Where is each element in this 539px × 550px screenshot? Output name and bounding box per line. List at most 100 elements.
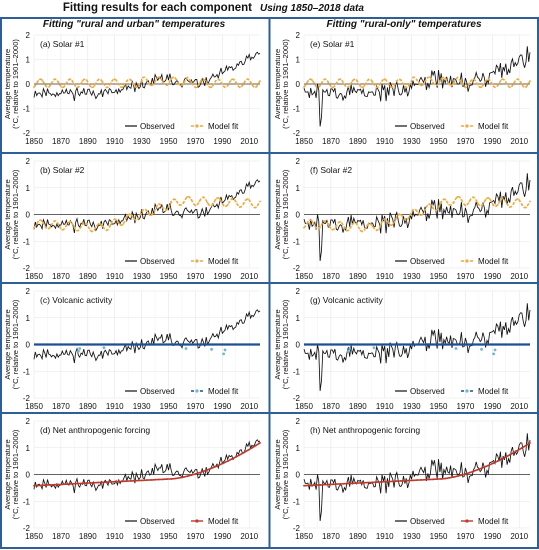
model-fit-point (512, 451, 515, 454)
model-fit-point (246, 449, 249, 452)
x-tick-label: 1990 (483, 532, 501, 541)
model-fit-point (428, 478, 431, 481)
model-fit-point (311, 79, 313, 82)
model-fit-point (234, 200, 237, 203)
legend-model-label: Model fit (478, 257, 509, 266)
model-fit-point (436, 478, 439, 481)
legend-model-label: Model fit (478, 517, 509, 526)
model-fit-point (319, 84, 322, 87)
legend-model-label: Model fit (478, 387, 509, 396)
model-fit-point (117, 222, 120, 225)
y-tick-label: -2 (23, 524, 31, 533)
model-fit-point (315, 226, 318, 229)
model-fit-point (246, 198, 249, 200)
model-fit-point (529, 200, 531, 203)
y-tick-label: 0 (26, 80, 31, 89)
legend-observed-label: Observed (140, 517, 175, 526)
legend-model-marker (465, 519, 469, 523)
model-fit-point (202, 470, 205, 473)
model-fit-point (61, 228, 64, 231)
model-fit-point (363, 228, 366, 231)
x-tick-label: 1990 (213, 137, 231, 146)
x-tick-label: 1950 (430, 402, 448, 411)
x-tick-label: 1910 (106, 532, 124, 541)
model-fit-point (500, 197, 503, 200)
model-fit-point (339, 78, 342, 81)
model-fit-point (251, 83, 253, 86)
model-fit-point (190, 81, 193, 83)
model-fit-point (347, 86, 350, 88)
model-fit-point (65, 483, 68, 486)
model-fit-point (440, 478, 443, 480)
model-fit-point (521, 203, 523, 206)
model-fit-point (525, 444, 527, 447)
x-tick-label: 1970 (187, 532, 205, 541)
y-tick-label: 0 (296, 80, 301, 89)
model-fit-point (210, 467, 213, 470)
model-fit-point (307, 484, 309, 487)
model-fit-point (416, 479, 418, 482)
model-fit-point (403, 479, 406, 482)
model-fit-point (484, 198, 487, 201)
model-fit-point (133, 85, 136, 88)
y-axis-label: Average temperature (3, 439, 12, 509)
y-tick-label: 0 (26, 211, 31, 220)
model-fit-point (359, 229, 362, 232)
y-axis-label: (°C, relative to 1901–2000) (281, 299, 290, 389)
y-tick-label: 1 (296, 314, 301, 323)
model-fit-point (403, 218, 406, 221)
model-fit-point (121, 223, 124, 226)
model-fit-point (101, 81, 104, 83)
model-fit-point (109, 223, 112, 226)
model-fit-point (77, 229, 80, 232)
model-fit-point (472, 470, 475, 473)
model-fit-point (53, 78, 56, 81)
model-fit-point (323, 220, 326, 223)
model-fit-point (307, 220, 309, 223)
model-fit-point (416, 210, 418, 213)
model-fit-point (335, 224, 338, 227)
model-fit-point (395, 480, 398, 483)
model-fit-point (49, 226, 52, 229)
model-fit-point (89, 85, 92, 88)
y-tick-label: 1 (296, 184, 301, 193)
model-fit-point (355, 222, 358, 225)
y-axis-label: (°C, relative to 1901–2000) (281, 39, 290, 129)
model-fit-point (420, 479, 422, 481)
model-fit-point (484, 465, 487, 468)
y-tick-label: -2 (293, 264, 301, 273)
model-fit-point (395, 216, 398, 218)
model-fit-point (158, 203, 161, 205)
model-fit-point (387, 480, 390, 483)
model-fit-point (222, 462, 225, 464)
model-fit-point (182, 82, 185, 85)
model-fit-point (468, 471, 471, 474)
y-tick-label: 0 (296, 471, 301, 480)
model-fit-point (146, 79, 148, 82)
model-fit-point (315, 484, 318, 487)
x-tick-label: 2010 (510, 137, 528, 146)
model-fit-point (315, 85, 318, 88)
model-fit-point (129, 79, 132, 82)
panel-d: -2 -1 0 1 2 1850 1870 1890 1910 1930 1950 1970 1990 2… (3, 417, 261, 541)
model-fit-point (146, 210, 148, 213)
x-tick-label: 1950 (160, 272, 178, 281)
model-fit-point (255, 206, 257, 209)
model-fit-point (166, 478, 169, 481)
model-fit-point (214, 465, 217, 468)
model-fit-point (101, 481, 104, 484)
x-tick-label: 1930 (133, 272, 151, 281)
model-fit-point (432, 478, 435, 481)
model-fit-point (142, 479, 144, 482)
model-fit-point (460, 81, 463, 83)
x-tick-label: 1950 (430, 137, 448, 146)
model-fit-point (222, 204, 225, 207)
model-fit-point (158, 76, 161, 79)
x-tick-label: 1990 (483, 402, 501, 411)
model-fit-point (101, 225, 104, 228)
model-fit-point (242, 82, 245, 85)
x-tick-label: 1970 (187, 272, 205, 281)
model-fit-point (440, 78, 443, 80)
model-fit-point (391, 480, 394, 483)
model-fit-point (508, 453, 511, 456)
